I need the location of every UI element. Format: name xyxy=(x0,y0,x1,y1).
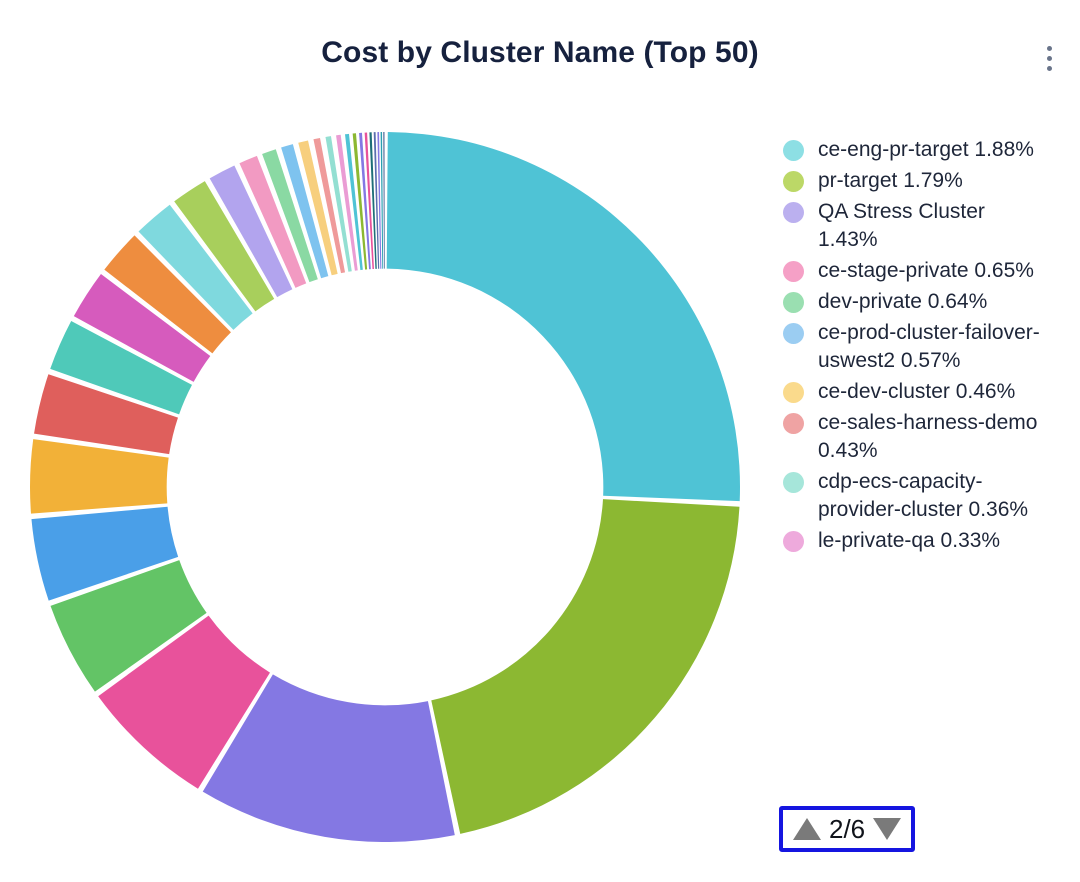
donut-chart-area xyxy=(30,130,745,855)
donut-slice[interactable] xyxy=(30,439,169,514)
triangle-up-icon[interactable] xyxy=(793,818,821,840)
legend-swatch-icon xyxy=(783,323,804,344)
donut-slice[interactable] xyxy=(352,133,368,270)
donut-slice[interactable] xyxy=(262,149,318,283)
donut-slice[interactable] xyxy=(313,138,346,274)
kebab-dot-1 xyxy=(1046,45,1052,51)
kebab-dot-3 xyxy=(1046,65,1052,71)
legend-item[interactable]: ce-prod-cluster-failover-uswest2 0.57% xyxy=(783,319,1048,375)
legend-item-label: QA Stress Cluster 1.43% xyxy=(818,200,985,251)
legend-item-label: ce-stage-private 0.65% xyxy=(818,259,1034,282)
legend-item[interactable]: ce-sales-harness-demo 0.43% xyxy=(783,409,1048,465)
legend-swatch-icon xyxy=(783,382,804,403)
legend-item-label: cdp-ecs-capacity-provider-cluster 0.36% xyxy=(818,470,1029,521)
donut-slice[interactable] xyxy=(377,132,382,269)
donut-slice[interactable] xyxy=(31,506,179,601)
widget-header: Cost by Cluster Name (Top 50) xyxy=(0,0,1080,110)
donut-slice[interactable] xyxy=(380,132,384,269)
donut-slice[interactable] xyxy=(383,132,385,269)
donut-slice[interactable] xyxy=(344,133,363,271)
legend-pagination-control[interactable]: 2/6 xyxy=(779,806,916,852)
donut-slice[interactable] xyxy=(336,134,358,271)
donut-slice[interactable] xyxy=(373,132,380,269)
legend-swatch-icon xyxy=(783,171,804,192)
legend-item[interactable]: le-private-qa 0.33% xyxy=(783,527,1048,555)
legend-swatch-icon xyxy=(783,202,804,223)
donut-slice[interactable] xyxy=(325,136,352,272)
donut-slice[interactable] xyxy=(364,132,374,270)
legend-swatch-icon xyxy=(783,261,804,282)
donut-slice[interactable] xyxy=(50,321,193,415)
donut-slice[interactable] xyxy=(34,374,178,455)
donut-slice[interactable] xyxy=(73,274,211,382)
donut-slice[interactable] xyxy=(98,615,270,789)
legend-item[interactable]: ce-eng-pr-target 1.88% xyxy=(783,136,1048,164)
donut-slice[interactable] xyxy=(386,132,740,502)
legend-page-indicator: 2/6 xyxy=(829,814,866,844)
legend-swatch-icon xyxy=(783,140,804,161)
donut-slice[interactable] xyxy=(104,235,231,354)
legend-item-label: dev-private 0.64% xyxy=(818,290,988,313)
donut-slice[interactable] xyxy=(50,560,207,692)
donut-slice[interactable] xyxy=(431,499,740,834)
legend-swatch-icon xyxy=(783,413,804,434)
legend-item[interactable]: ce-stage-private 0.65% xyxy=(783,257,1048,285)
legend-swatch-icon xyxy=(783,472,804,493)
legend-item-label: ce-prod-cluster-failover-uswest2 0.57% xyxy=(818,321,1040,372)
donut-slice[interactable] xyxy=(359,132,371,270)
legend-item[interactable]: pr-target 1.79% xyxy=(783,167,1048,195)
donut-slice-group xyxy=(30,132,740,842)
donut-slice[interactable] xyxy=(202,674,455,842)
kebab-menu-icon[interactable] xyxy=(1036,38,1062,78)
legend-item[interactable]: dev-private 0.64% xyxy=(783,288,1048,316)
donut-slice[interactable] xyxy=(239,155,307,288)
legend-item-label: ce-eng-pr-target 1.88% xyxy=(818,138,1034,161)
legend-item[interactable]: ce-dev-cluster 0.46% xyxy=(783,378,1048,406)
kebab-dot-2 xyxy=(1046,55,1052,61)
donut-slice[interactable] xyxy=(209,165,293,298)
donut-slice[interactable] xyxy=(298,140,338,276)
donut-slice[interactable] xyxy=(174,181,275,312)
legend-item[interactable]: QA Stress Cluster 1.43% xyxy=(783,198,1048,254)
donut-slice[interactable] xyxy=(138,204,253,330)
donut-svg xyxy=(30,132,740,842)
donut-slice[interactable] xyxy=(369,132,377,269)
legend-item[interactable]: cdp-ecs-capacity-provider-cluster 0.36% xyxy=(783,468,1048,524)
chart-legend: ce-eng-pr-target 1.88% pr-target 1.79% QA … xyxy=(783,136,1048,806)
legend-swatch-icon xyxy=(783,292,804,313)
legend-item-label: ce-dev-cluster 0.46% xyxy=(818,380,1016,403)
donut-slice[interactable] xyxy=(281,144,329,279)
legend-item-label: pr-target 1.79% xyxy=(818,169,963,192)
legend-item-label: ce-sales-harness-demo 0.43% xyxy=(818,411,1038,462)
triangle-down-icon[interactable] xyxy=(873,818,902,840)
legend-swatch-icon xyxy=(783,531,804,552)
page-title: Cost by Cluster Name (Top 50) xyxy=(321,36,759,69)
legend-item-label: le-private-qa 0.33% xyxy=(818,529,1001,552)
